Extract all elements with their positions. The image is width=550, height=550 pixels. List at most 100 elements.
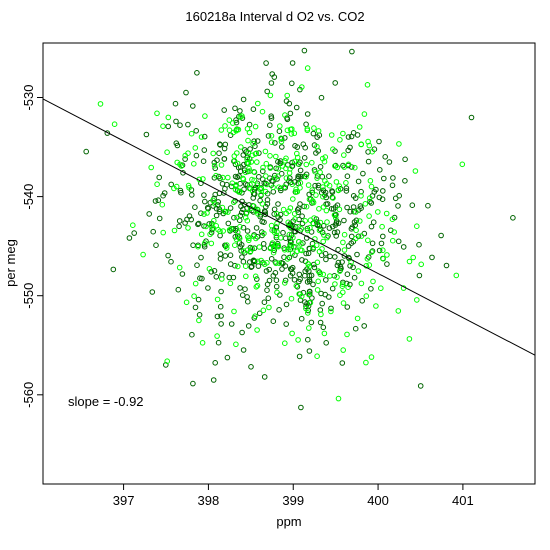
data-point [357,218,363,224]
chart-title: 160218a Interval d O2 vs. CO2 [185,9,364,24]
data-point [247,181,253,188]
x-tick-label: 401 [452,493,474,508]
data-point [268,139,275,145]
data-point [272,140,278,146]
data-point [369,248,376,254]
data-point [153,242,159,248]
data-point [335,187,342,194]
data-point [331,212,338,218]
data-point [375,209,381,215]
data-point [313,192,319,198]
data-point [185,225,191,231]
data-point [278,170,285,177]
data-point [240,96,247,103]
data-point [304,65,311,71]
data-point [227,205,234,211]
data-point [233,183,239,190]
data-point [172,100,179,107]
data-point [270,273,277,279]
data-point [204,210,210,216]
data-point [211,268,218,274]
data-point [224,354,231,361]
data-point [212,360,218,366]
data-point [203,223,209,230]
data-point [468,114,475,121]
data-point [227,280,234,287]
data-point [189,192,195,198]
data-point [244,217,251,224]
data-point [283,175,290,181]
data-point [326,173,332,179]
data-point [246,121,253,128]
data-point [320,193,326,200]
data-point [306,348,313,354]
data-point [339,360,346,366]
data-point [299,213,305,219]
data-point [324,201,331,207]
data-point [380,256,387,262]
data-point [402,178,408,184]
data-point [287,110,294,117]
data-point [231,153,238,159]
data-point [274,211,280,217]
data-point [296,271,303,278]
data-point [254,138,261,144]
data-point [304,126,311,132]
data-point [315,278,322,285]
data-point [195,243,201,250]
data-point [358,280,365,287]
data-point [266,304,272,311]
data-point [259,176,266,182]
data-point [417,383,424,389]
data-point [332,222,339,228]
data-point [215,339,222,346]
data-point [275,214,282,220]
data-point [171,227,178,234]
data-point [345,254,352,261]
data-point [331,229,338,236]
data-point [334,262,341,269]
data-point [263,173,269,179]
data-point [160,229,166,236]
data-point [299,247,305,254]
data-point [303,161,310,168]
data-point [267,245,274,252]
data-point [396,141,402,147]
data-point [353,209,359,215]
data-point [260,307,267,314]
data-point [274,229,280,235]
data-point [303,250,309,257]
data-point [291,210,298,217]
data-point [245,298,251,305]
data-point [308,319,315,326]
data-point [386,159,393,165]
data-point [340,130,346,137]
data-point [148,164,154,171]
data-point [285,219,292,226]
data-point [193,152,200,159]
y-tick-label: -560 [21,382,36,408]
data-point [193,128,199,134]
data-point [249,176,255,183]
data-point [240,176,247,183]
data-point [266,266,273,273]
data-point [202,113,208,119]
data-point [301,203,307,210]
data-point [277,123,283,129]
data-point [303,203,310,210]
data-point [303,121,309,128]
data-point [110,266,117,273]
data-point [279,266,285,272]
data-point [297,276,303,283]
data-point [334,164,341,171]
y-axis-label: per meg [3,239,18,287]
data-point [365,237,371,244]
data-point [328,308,334,315]
data-point [217,303,224,310]
data-point [228,321,235,327]
data-point [317,319,324,326]
data-point [311,125,317,131]
data-point [231,158,238,164]
data-point [190,242,196,248]
